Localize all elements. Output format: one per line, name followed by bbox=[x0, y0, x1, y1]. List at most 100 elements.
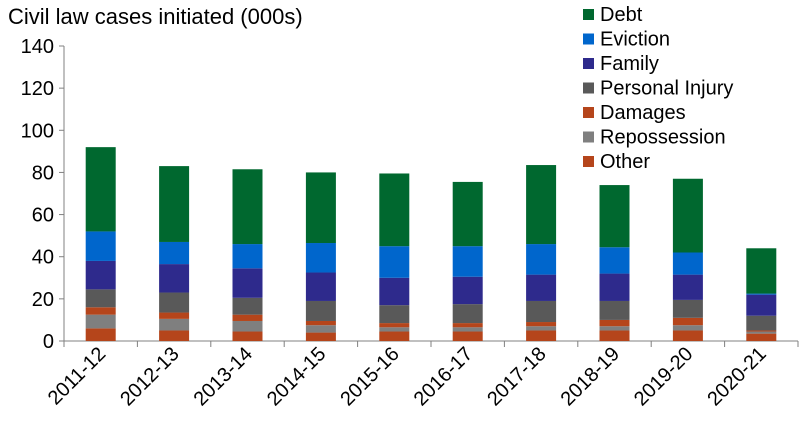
bar-segment-eviction bbox=[232, 244, 263, 269]
legend-label: Other bbox=[600, 151, 650, 173]
bar-segment-debt bbox=[305, 172, 336, 244]
legend-item: Other bbox=[583, 151, 650, 173]
legend-item: Personal Injury bbox=[583, 78, 733, 100]
chart-title: Civil law cases initiated (000s) bbox=[8, 4, 303, 29]
y-tick-label: 60 bbox=[32, 205, 54, 227]
bar-segment-repossession bbox=[599, 326, 630, 331]
bar-segment-repossession bbox=[305, 325, 336, 333]
bar-segment-family bbox=[232, 268, 263, 298]
legend-swatch bbox=[583, 82, 594, 94]
y-tick-label: 80 bbox=[32, 162, 54, 184]
bar-stack-2011-12 bbox=[85, 147, 116, 341]
bar-stack-2017-18 bbox=[526, 165, 557, 341]
bar-stack-2018-19 bbox=[599, 185, 630, 341]
bar-segment-damages bbox=[672, 317, 703, 326]
y-tick-label: 40 bbox=[32, 247, 54, 269]
bar-segment-other bbox=[379, 331, 410, 341]
legend-swatch bbox=[583, 58, 594, 69]
x-tick-label: 2016-17 bbox=[410, 343, 477, 410]
bar-segment-repossession bbox=[379, 327, 410, 332]
bars bbox=[85, 147, 777, 341]
bar-stack-2015-16 bbox=[379, 173, 410, 341]
y-tick-label: 20 bbox=[32, 289, 54, 311]
bar-segment-personal-injury bbox=[379, 305, 410, 324]
bar-segment-family bbox=[672, 274, 703, 300]
y-tick-label: 0 bbox=[43, 331, 54, 353]
bar-segment-eviction bbox=[379, 246, 410, 278]
legend-item: Debt bbox=[583, 4, 643, 26]
bar-segment-family bbox=[85, 260, 116, 290]
x-tick-label: 2020-21 bbox=[703, 343, 770, 410]
bar-segment-personal-injury bbox=[159, 292, 190, 313]
bar-stack-2020-21 bbox=[746, 248, 777, 341]
bar-segment-other bbox=[452, 331, 483, 341]
legend-swatch bbox=[583, 33, 594, 45]
bar-segment-eviction bbox=[746, 293, 777, 295]
bar-segment-personal-injury bbox=[672, 299, 703, 318]
bar-segment-other bbox=[599, 330, 630, 341]
bar-segment-damages bbox=[305, 320, 336, 326]
y-tick-label: 120 bbox=[21, 78, 54, 100]
bar-segment-debt bbox=[599, 185, 630, 248]
bar-segment-debt bbox=[672, 178, 703, 253]
x-tick-label: 2013-14 bbox=[190, 343, 257, 410]
bar-segment-eviction bbox=[452, 246, 483, 277]
legend-label: Family bbox=[600, 53, 659, 75]
bar-segment-family bbox=[305, 272, 336, 301]
bar-segment-eviction bbox=[305, 243, 336, 273]
y-tick-label: 140 bbox=[21, 36, 54, 58]
bar-segment-family bbox=[599, 273, 630, 301]
x-tick-label: 2012-13 bbox=[116, 343, 183, 410]
legend-item: Repossession bbox=[583, 127, 726, 149]
bar-segment-personal-injury bbox=[452, 304, 483, 324]
bar-segment-damages bbox=[85, 307, 116, 315]
bar-segment-family bbox=[746, 294, 777, 316]
bar-segment-repossession bbox=[746, 331, 777, 334]
bar-segment-repossession bbox=[672, 325, 703, 331]
bar-segment-family bbox=[526, 274, 557, 301]
bar-segment-damages bbox=[599, 319, 630, 327]
y-tick-label: 100 bbox=[21, 120, 54, 142]
x-tick-label: 2018-19 bbox=[557, 343, 624, 410]
legend-label: Personal Injury bbox=[600, 78, 733, 100]
bar-segment-damages bbox=[232, 314, 263, 321]
bar-segment-eviction bbox=[526, 244, 557, 275]
bar-segment-personal-injury bbox=[85, 289, 116, 308]
legend-label: Damages bbox=[600, 102, 686, 124]
bar-segment-damages bbox=[159, 312, 190, 319]
bar-segment-damages bbox=[452, 323, 483, 328]
bar-segment-other bbox=[159, 330, 190, 341]
bar-segment-family bbox=[452, 276, 483, 305]
legend-item: Eviction bbox=[583, 29, 670, 51]
legend-swatch bbox=[583, 9, 594, 20]
bar-segment-other bbox=[85, 328, 116, 341]
bar-segment-eviction bbox=[85, 231, 116, 261]
x-axis: 2011-12 2012-13 2013-14 2014-15 2015-16 2016-… bbox=[44, 340, 799, 410]
bar-segment-eviction bbox=[159, 241, 190, 265]
y-axis: 0 20 40 60 80 100 120 140 bbox=[21, 36, 65, 353]
legend-swatch bbox=[583, 131, 594, 143]
x-tick-label: 2017-18 bbox=[483, 343, 550, 410]
bar-segment-damages bbox=[746, 330, 777, 332]
bar-segment-personal-injury bbox=[305, 300, 336, 321]
bar-segment-damages bbox=[526, 322, 557, 327]
bar-segment-family bbox=[159, 264, 190, 293]
bar-segment-other bbox=[305, 332, 336, 341]
bar-segment-debt bbox=[232, 169, 263, 245]
bar-stack-2019-20 bbox=[672, 178, 703, 341]
bar-segment-personal-injury bbox=[526, 300, 557, 323]
x-tick-label: 2015-16 bbox=[336, 343, 403, 410]
bar-segment-repossession bbox=[526, 326, 557, 331]
bar-segment-other bbox=[746, 333, 777, 341]
legend-item: Damages bbox=[583, 102, 686, 124]
bar-segment-debt bbox=[452, 181, 483, 247]
bar-segment-eviction bbox=[672, 252, 703, 275]
bar-segment-personal-injury bbox=[232, 297, 263, 315]
bar-segment-personal-injury bbox=[746, 315, 777, 331]
bar-stack-2016-17 bbox=[452, 181, 483, 341]
bar-segment-repossession bbox=[452, 327, 483, 332]
bar-segment-debt bbox=[746, 248, 777, 294]
bar-segment-debt bbox=[379, 173, 410, 247]
bar-segment-other bbox=[232, 331, 263, 341]
